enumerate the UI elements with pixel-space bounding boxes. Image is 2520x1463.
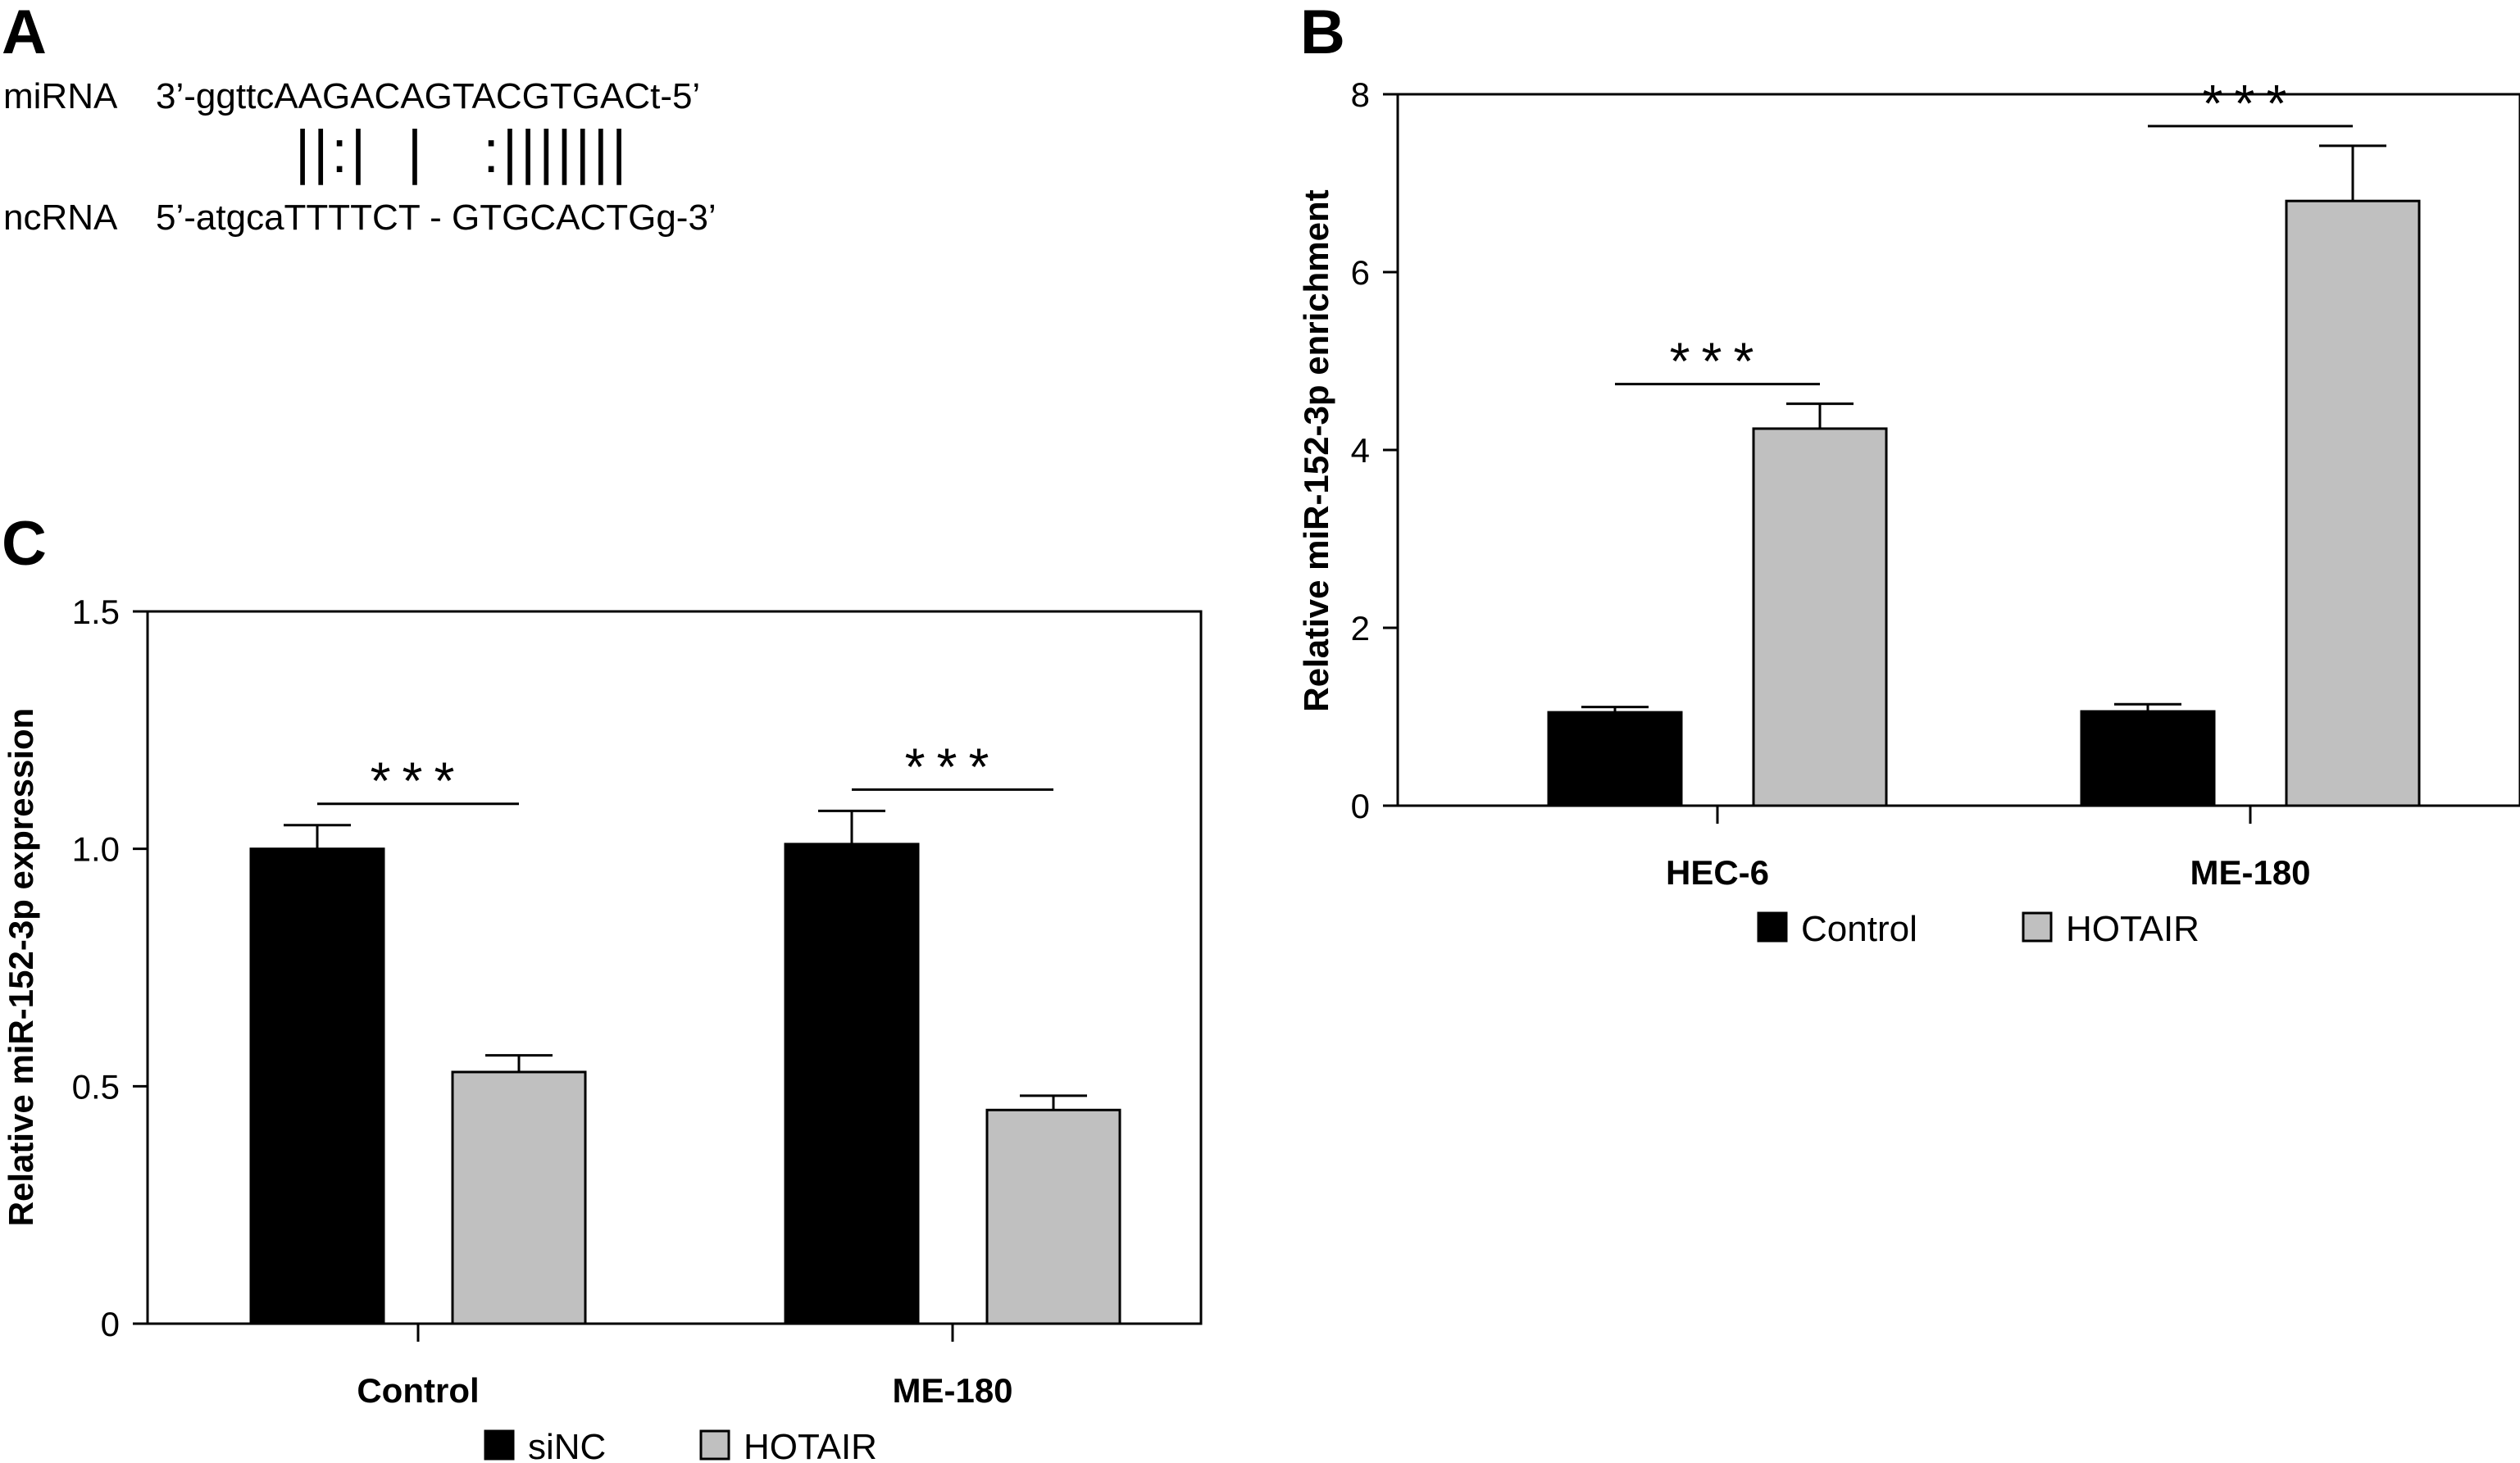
chart-c-ytick-label: 1.0 [72, 830, 120, 869]
chart-c-significance-label: *** [371, 752, 466, 811]
chart-b-ytick-label: 6 [1351, 253, 1370, 292]
chart-b-bar-hotair [1752, 427, 1888, 807]
chart-c-significance-label: *** [905, 737, 1001, 796]
chart-c-bar-hotair [451, 1070, 587, 1325]
chart-c-ytick-label: 0.5 [72, 1067, 120, 1106]
chart-b-bar-control [2080, 710, 2216, 807]
chart-c-category-label: Control [357, 1371, 479, 1410]
chart-c-category-label: ME-180 [892, 1371, 1012, 1410]
chart-c-legend-label: siNC [528, 1427, 606, 1463]
chart-b-ytick-label: 4 [1351, 431, 1370, 470]
chart-c-ylabel: Relative miR-152-3p expression [2, 708, 40, 1227]
chart-b-bar-control [1547, 711, 1683, 807]
chart-c-bar-hotair [985, 1108, 1121, 1325]
ncrna-sequence: 5’-atgcaTTTTCT - GTGCACTGg-3’ [156, 198, 716, 238]
chart-b-significance-label: *** [2203, 74, 2299, 133]
pairing-lines: ||:| | :||||||| [295, 118, 630, 185]
chart-c-ytick-label: 1.5 [72, 593, 120, 631]
chart-c: Relative miR-152-3p expression 0 0.5 1.0 1.… [2, 593, 1203, 1463]
chart-b-bar-hotair [2285, 199, 2421, 807]
chart-b-legend-swatch [2022, 911, 2053, 943]
chart-b-category-label: ME-180 [2190, 853, 2310, 892]
mirna-label: miRNA [3, 76, 118, 116]
mirna-sequence: 3’-ggttcAAGACAGTACGTGACt-5’ [156, 76, 701, 116]
chart-c-ytick-label: 0 [101, 1305, 120, 1343]
chart-b-ytick-label: 0 [1351, 787, 1370, 825]
chart-c-bar-sinc [784, 843, 920, 1325]
ncrna-label: ncRNA [3, 198, 118, 238]
chart-c-bar-sinc [249, 847, 385, 1325]
chart-b-ytick-label: 2 [1351, 609, 1370, 647]
panel-c-letter: C [2, 509, 47, 579]
chart-c-legend-swatch [484, 1429, 515, 1461]
panel-b-letter: B [1300, 0, 1345, 67]
chart-b-category-label: HEC-6 [1666, 853, 1769, 892]
chart-c-legend-label: HOTAIR [744, 1427, 877, 1463]
chart-c-legend-swatch [699, 1429, 730, 1461]
chart-b-ytick-label: 8 [1351, 75, 1370, 114]
chart-b-legend-label: HOTAIR [2066, 909, 2199, 949]
chart-b-legend-swatch [1757, 911, 1788, 943]
panel-a-letter: A [2, 0, 47, 67]
chart-b-legend-label: Control [1801, 909, 1917, 949]
chart-b: Relative miR-152-3p enrichment 0 2 4 6 8 HEC-… [1297, 74, 2520, 949]
chart-b-ylabel: Relative miR-152-3p enrichment [1297, 189, 1335, 711]
chart-b-significance-label: *** [1670, 332, 1766, 391]
